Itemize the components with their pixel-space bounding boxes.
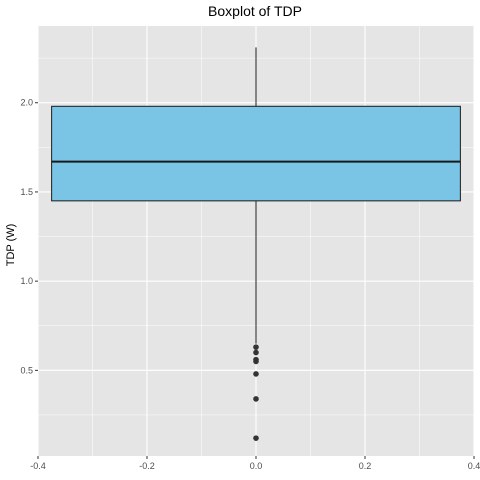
x-tick-label: -0.4 (30, 461, 46, 471)
outlier-point (253, 396, 259, 402)
chart-title: Boxplot of TDP (208, 3, 302, 19)
box-iqr (51, 105, 461, 202)
outlier-point (253, 344, 259, 350)
x-tick-label: -0.2 (139, 461, 155, 471)
y-tick-label: 2.0 (20, 98, 33, 108)
outlier-point (253, 371, 259, 377)
y-tick-label: 0.5 (20, 365, 33, 375)
y-tick-label: 1.0 (20, 276, 33, 286)
outlier-point (253, 435, 259, 441)
x-tick-label: 0.2 (359, 461, 372, 471)
y-tick-label: 1.5 (20, 187, 33, 197)
outlier-point (253, 358, 259, 365)
y-axis-label: TDP (W) (5, 224, 17, 267)
x-tick-label: 0.0 (250, 461, 263, 471)
x-tick-label: 0.4 (468, 461, 480, 471)
outlier-point (253, 349, 259, 356)
